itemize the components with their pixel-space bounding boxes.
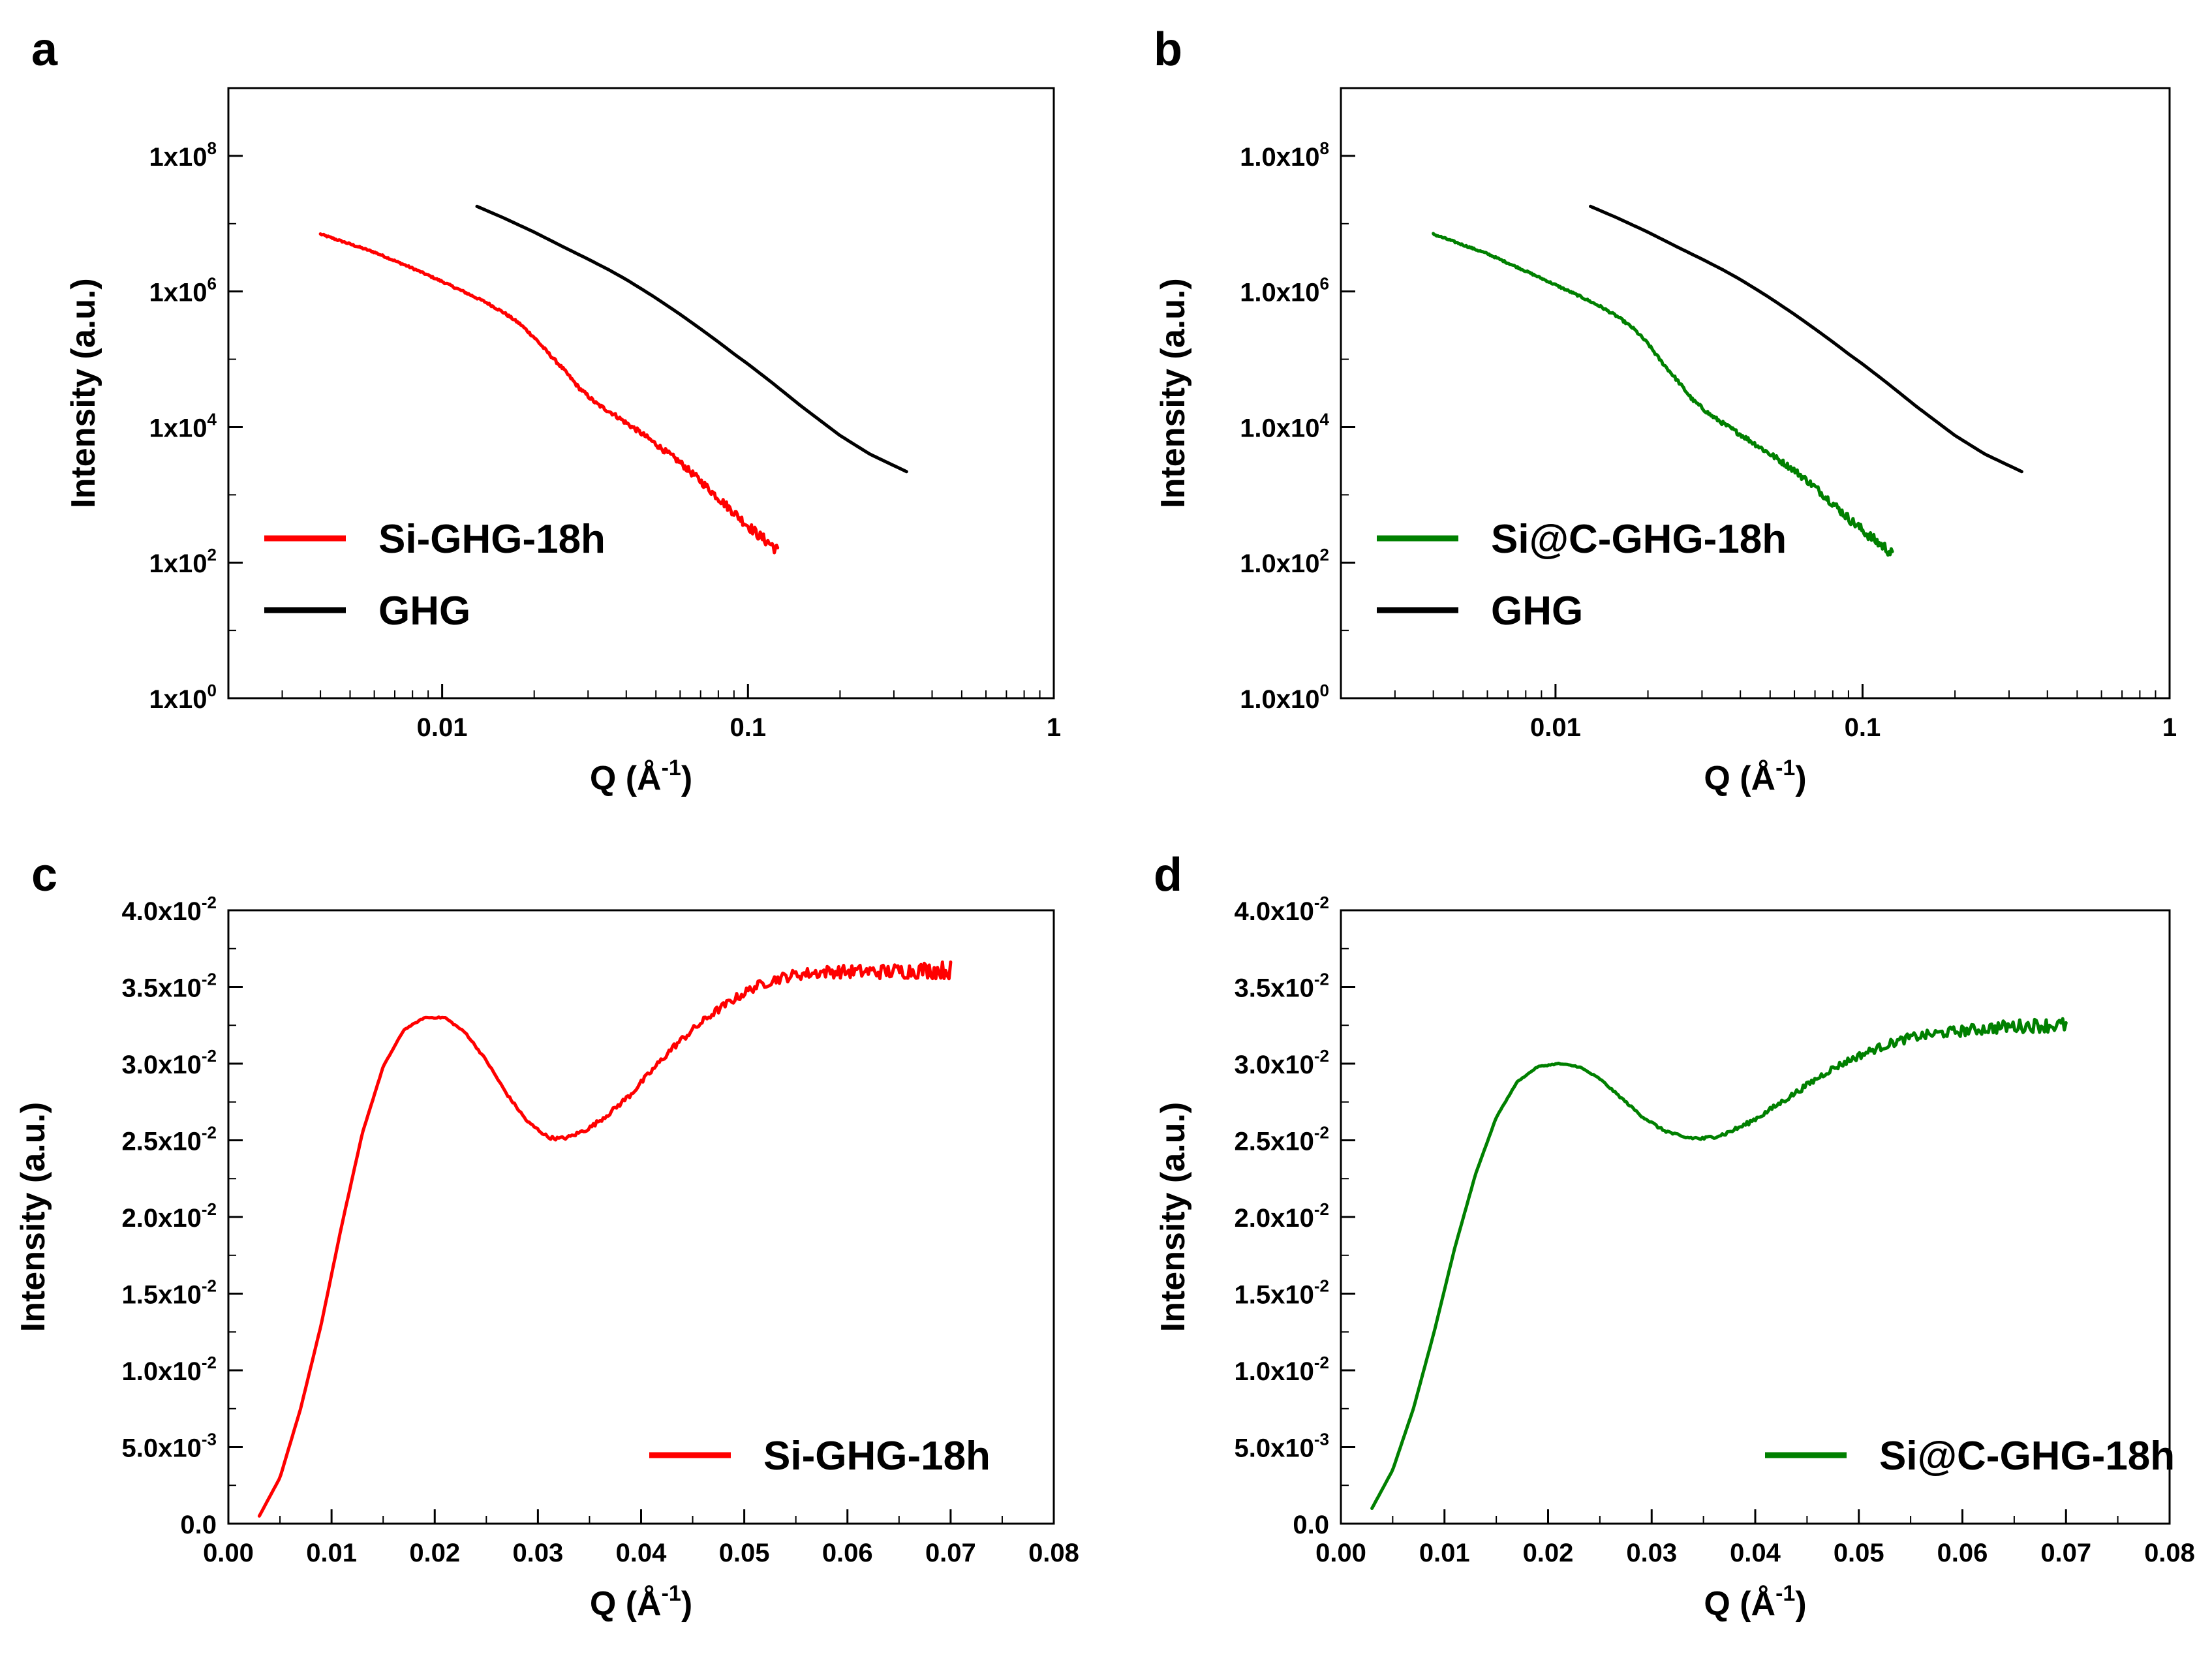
plot-frame xyxy=(1340,87,2171,700)
panel-c: c 0.00 0.01 0.02 0.03 0.04 0.05 0.06 0.07 0.08 0.0… xyxy=(14,849,1079,1623)
legend-label: Si@C-GHG-18h xyxy=(1879,1434,2175,1479)
y-tick-label: 2.5x10-2 xyxy=(122,1123,217,1156)
y-tick-label: 1.0x10-2 xyxy=(122,1353,217,1386)
x-tick-label: 0.04 xyxy=(616,1539,668,1567)
y-tick-label: 1x102 xyxy=(149,545,217,578)
x-axis-title: Q (Å-1) xyxy=(590,756,692,797)
x-axis-title: Q (Å-1) xyxy=(590,1581,692,1623)
x-axis-title: Q (Å-1) xyxy=(1704,756,1806,797)
y-tick-label: 1.0x102 xyxy=(1240,545,1329,578)
x-axis-title: Q (Å-1) xyxy=(1704,1581,1806,1623)
y-tick-label: 1x108 xyxy=(149,138,217,172)
x-tick-label: 0.03 xyxy=(1626,1539,1677,1567)
x-tick-label: 1 xyxy=(2162,713,2177,742)
panel-a: a 0.01 0.1 1 1x100 1x102 1x104 1x106 1x108 Q (Å-1… xyxy=(31,23,1061,797)
y-tick-label: 0.0 xyxy=(180,1511,217,1539)
y-tick-label: 5.0x10-3 xyxy=(1235,1430,1329,1463)
x-tick-label: 0.06 xyxy=(1937,1539,1988,1567)
y-tick-label: 1x106 xyxy=(149,274,217,307)
y-tick-label: 1.5x10-2 xyxy=(1235,1276,1329,1310)
y-tick-label: 1.0x104 xyxy=(1240,409,1329,442)
panel-letter: d xyxy=(1154,849,1182,901)
x-tick-label: 0.07 xyxy=(2040,1539,2091,1567)
series-line-si-ghg-18h xyxy=(318,232,780,555)
y-tick-label: 1x104 xyxy=(149,409,217,442)
panel-letter: c xyxy=(31,849,57,901)
x-tick-label: 0.04 xyxy=(1730,1539,1781,1567)
series-line-ghg xyxy=(1589,204,2023,474)
y-tick-label: 1.0x108 xyxy=(1240,138,1329,172)
x-tick-label: 1 xyxy=(1047,713,1061,742)
x-tick-label: 0.02 xyxy=(409,1539,460,1567)
x-tick-label: 0.00 xyxy=(203,1539,254,1567)
y-axis-title: Intensity (a.u.) xyxy=(1154,1102,1192,1332)
x-tick-label: 0.01 xyxy=(417,713,468,742)
y-tick-label: 1.0x10-2 xyxy=(1235,1353,1329,1386)
panel-letter: a xyxy=(31,23,58,76)
series-line-si-ghg-18h xyxy=(257,960,953,1518)
y-tick-label: 2.0x10-2 xyxy=(1235,1199,1329,1233)
y-tick-label: 4.0x10-2 xyxy=(1235,893,1329,926)
plot-frame xyxy=(227,87,1055,700)
legend-label: GHG xyxy=(1491,589,1583,634)
legend-label: Si-GHG-18h xyxy=(763,1434,991,1479)
series-line-si-c-ghg-18h xyxy=(1370,1017,2068,1510)
y-tick-label: 5.0x10-3 xyxy=(122,1430,217,1463)
x-tick-label: 0.01 xyxy=(306,1539,357,1567)
y-axis-title: Intensity (a.u.) xyxy=(14,1102,52,1332)
x-tick-label: 0.1 xyxy=(1845,713,1881,742)
x-tick-label: 0.05 xyxy=(1834,1539,1884,1567)
y-tick-label: 1.0x106 xyxy=(1240,274,1329,307)
x-tick-label: 0.07 xyxy=(925,1539,976,1567)
series-line-ghg xyxy=(475,204,908,474)
legend-label: Si-GHG-18h xyxy=(378,517,606,562)
y-tick-label: 2.5x10-2 xyxy=(1235,1123,1329,1156)
y-tick-label: 1x100 xyxy=(149,681,217,714)
panel-b: b 0.01 0.1 1 1.0x100 1.0x102 1.0x104 1.0x106 1.0… xyxy=(1154,23,2177,797)
y-tick-label: 3.0x10-2 xyxy=(122,1046,217,1079)
y-tick-label: 2.0x10-2 xyxy=(122,1199,217,1233)
x-tick-label: 0.01 xyxy=(1419,1539,1470,1567)
y-tick-label: 1.5x10-2 xyxy=(122,1276,217,1310)
x-tick-label: 0.08 xyxy=(2144,1539,2195,1567)
series-line-si-c-ghg-18h xyxy=(1432,232,1894,557)
y-axis-title: Intensity (a.u.) xyxy=(65,278,102,508)
x-tick-label: 0.08 xyxy=(1028,1539,1079,1567)
y-tick-label: 1.0x100 xyxy=(1240,681,1329,714)
y-tick-label: 3.5x10-2 xyxy=(122,970,217,1003)
x-tick-label: 0.02 xyxy=(1523,1539,1574,1567)
x-tick-label: 0.01 xyxy=(1530,713,1581,742)
y-tick-label: 0.0 xyxy=(1293,1511,1329,1539)
y-tick-label: 3.5x10-2 xyxy=(1235,970,1329,1003)
x-tick-label: 0.00 xyxy=(1315,1539,1366,1567)
panel-letter: b xyxy=(1154,23,1182,76)
y-tick-label: 3.0x10-2 xyxy=(1235,1046,1329,1079)
panel-d: d 0.00 0.01 0.02 0.03 0.04 0.05 0.06 0.07 0.08 0.0… xyxy=(1154,849,2195,1623)
y-axis-title: Intensity (a.u.) xyxy=(1154,278,1192,508)
x-tick-label: 0.05 xyxy=(719,1539,770,1567)
x-tick-label: 0.03 xyxy=(512,1539,563,1567)
y-tick-label: 4.0x10-2 xyxy=(122,893,217,926)
legend-label: GHG xyxy=(378,589,470,634)
x-tick-label: 0.06 xyxy=(822,1539,873,1567)
x-tick-label: 0.1 xyxy=(730,713,766,742)
legend-label: Si@C-GHG-18h xyxy=(1491,517,1787,562)
